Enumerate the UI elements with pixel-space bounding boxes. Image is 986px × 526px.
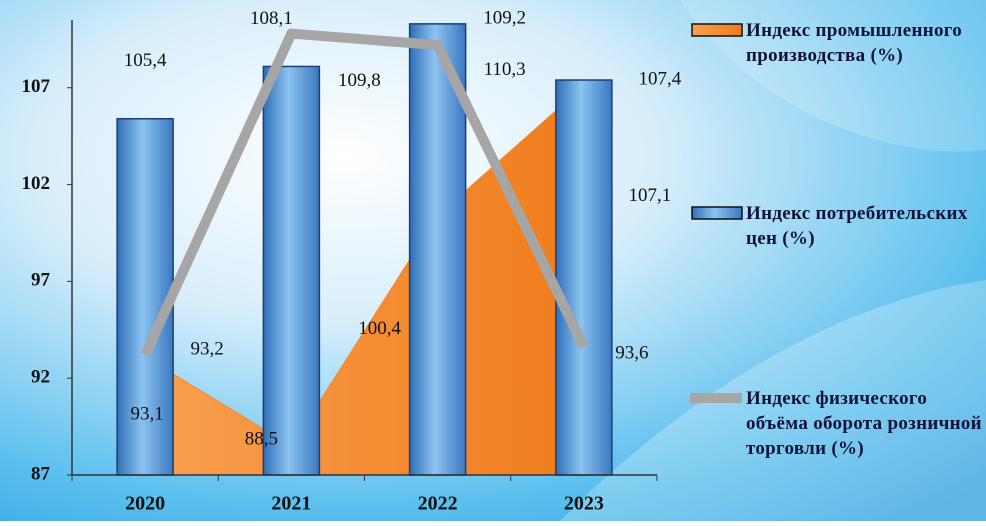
legend-label: Индекс потребительских цен (%) — [746, 203, 968, 249]
bar — [555, 79, 613, 476]
value-label: 108,1 — [250, 8, 293, 29]
value-label: 109,2 — [483, 8, 526, 29]
x-tick-label: 2023 — [564, 493, 604, 515]
legend-swatch — [691, 206, 743, 220]
value-label: 100,4 — [358, 318, 401, 339]
value-label: 109,8 — [338, 70, 381, 91]
bar — [408, 23, 467, 476]
value-label: 93,6 — [615, 343, 648, 364]
value-label: 107,4 — [639, 68, 682, 89]
legend-label: Индекс промышленного производства (%) — [746, 20, 963, 66]
value-label: 88,5 — [245, 428, 278, 449]
value-label: 110,3 — [484, 59, 526, 80]
x-tick-label: 2020 — [125, 493, 165, 515]
value-label: 93,2 — [191, 338, 224, 359]
x-tick-label: 2022 — [418, 493, 458, 515]
swoosh — [680, 0, 986, 152]
swoosh — [560, 280, 986, 521]
y-tick-label: 97 — [31, 270, 51, 291]
line — [140, 28, 589, 358]
y-tick-label: 92 — [31, 367, 50, 388]
legend-label: Индекс физического объёма оборота рознич… — [746, 388, 982, 459]
bar — [262, 65, 321, 476]
value-label: 93,1 — [131, 403, 164, 424]
y-tick-label: 87 — [31, 463, 51, 484]
legend-swatch — [691, 23, 743, 37]
y-tick-label: 107 — [22, 76, 51, 97]
value-label: 107,1 — [629, 185, 672, 206]
x-tick-label: 2021 — [271, 493, 311, 515]
value-label: 105,4 — [124, 50, 167, 71]
y-tick-label: 102 — [22, 173, 51, 194]
